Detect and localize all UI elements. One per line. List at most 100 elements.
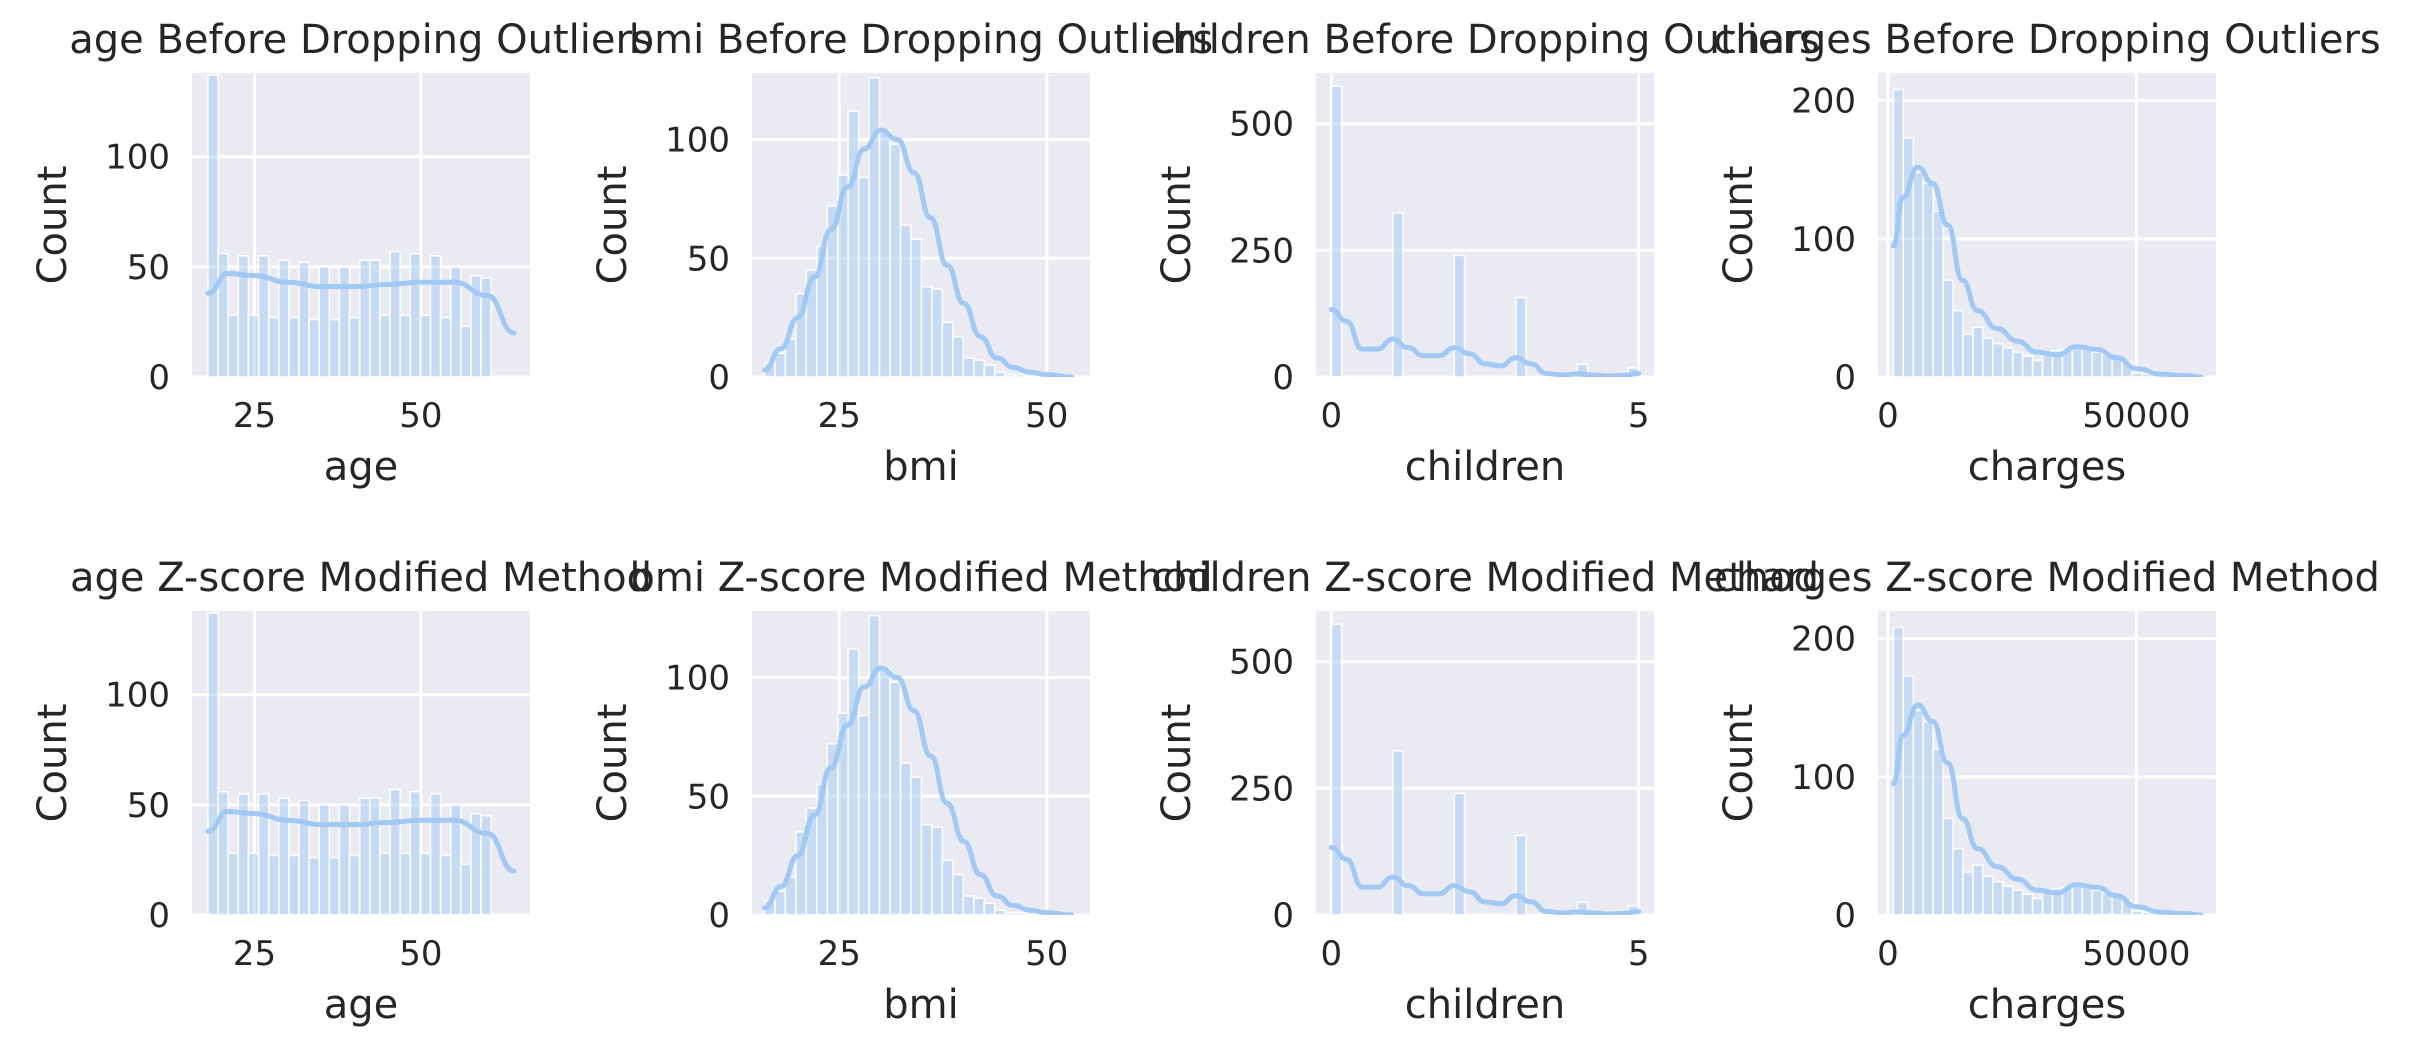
- histogram-bar: [358, 797, 371, 915]
- histogram-bar: [429, 255, 442, 377]
- histogram-bar: [941, 859, 954, 915]
- histogram-bar: [278, 797, 290, 915]
- histogram-bar: [348, 854, 361, 915]
- histogram-bar: [207, 74, 219, 377]
- y-axis-label: Count: [1716, 704, 1762, 823]
- histogram-bar: [298, 799, 310, 915]
- histogram-bar: [358, 259, 371, 377]
- histogram-bar: [409, 790, 422, 915]
- histogram-bar: [399, 852, 411, 915]
- histogram-bar: [2011, 889, 2024, 915]
- histogram-bar: [993, 371, 1006, 377]
- histogram-bar: [1453, 792, 1466, 915]
- histogram-bar: [439, 854, 452, 915]
- histogram-bar: [399, 314, 411, 377]
- y-tick-label: 50: [687, 239, 730, 279]
- histogram-bar: [1922, 182, 1934, 377]
- chart-title: age Before Dropping Outliers: [69, 17, 653, 63]
- histogram-bar: [227, 852, 240, 915]
- y-tick-label: 0: [708, 358, 730, 398]
- subplot-5: 25 50 0 50 100 age Count age Z-score Modified M…: [30, 555, 652, 1028]
- y-tick-label: 200: [1791, 620, 1856, 660]
- histogram-bar: [429, 793, 442, 915]
- chart-title: age Z-score Modified Method: [70, 555, 652, 601]
- x-tick-label: 50: [399, 934, 442, 974]
- bars: [763, 77, 1059, 377]
- y-axis-label: Count: [1154, 166, 1200, 285]
- histogram-bar: [338, 266, 351, 377]
- kde-line: [1328, 845, 1642, 915]
- histogram-bar: [328, 856, 341, 915]
- histogram-bar: [1992, 343, 2004, 377]
- bars: [1330, 623, 1640, 915]
- y-tick-label: 50: [127, 786, 170, 826]
- histogram-bar: [267, 854, 280, 915]
- histogram-bar: [328, 318, 341, 377]
- histogram-bar: [1962, 333, 1974, 377]
- histogram-bar: [288, 316, 300, 377]
- histogram-bar: [2031, 359, 2044, 377]
- histogram-bar: [318, 266, 331, 377]
- x-tick-label: 25: [818, 934, 861, 974]
- x-axis-label: charges: [1968, 982, 2126, 1028]
- bars: [763, 615, 1059, 915]
- histogram-bar: [920, 286, 933, 377]
- histogram-bar: [931, 826, 944, 915]
- histogram-bar: [952, 335, 965, 377]
- histogram-bar: [857, 714, 870, 915]
- histogram-bar: [207, 612, 219, 915]
- histogram-bar: [1576, 901, 1589, 915]
- y-axis-label: Count: [1154, 704, 1200, 823]
- histogram-bar: [1982, 875, 1994, 915]
- chart-title: charges Z-score Modified Method: [1714, 555, 2380, 601]
- bars: [207, 612, 492, 915]
- histogram-bar: [1982, 337, 1994, 377]
- histogram-bar: [1453, 254, 1466, 377]
- y-tick-label: 500: [1229, 105, 1294, 145]
- histogram-bar: [2002, 347, 2014, 377]
- histogram-bar: [952, 873, 965, 915]
- histogram-bar: [889, 681, 902, 915]
- y-tick-label: 50: [127, 248, 170, 288]
- x-axis-label: bmi: [883, 444, 958, 490]
- x-tick-label: 25: [233, 934, 276, 974]
- subplot-3: 0 5 0 250 500 children Count children Before Dr…: [1150, 17, 1820, 490]
- histogram-bar: [308, 318, 320, 377]
- histogram-bar: [1952, 847, 1964, 915]
- histogram-bar: [972, 897, 985, 915]
- histogram-bar: [1912, 171, 1924, 377]
- x-tick-label: 5: [1628, 396, 1650, 436]
- y-axis-label: Count: [590, 166, 636, 285]
- y-tick-label: 0: [1834, 896, 1856, 936]
- chart-title: bmi Z-score Modified Method: [630, 555, 1213, 601]
- histogram-bar: [389, 250, 401, 377]
- histogram-bar: [1576, 363, 1589, 377]
- x-tick-label: 50: [1025, 934, 1068, 974]
- histogram-bar: [338, 804, 351, 915]
- histogram-bar: [308, 856, 320, 915]
- y-tick-label: 0: [148, 358, 170, 398]
- y-tick-label: 250: [1229, 231, 1294, 271]
- histogram-bar: [2131, 910, 2143, 915]
- y-tick-label: 100: [105, 676, 170, 716]
- histogram-bar: [774, 890, 787, 915]
- histogram-bar: [899, 224, 912, 377]
- histogram-bar: [2011, 351, 2024, 377]
- histogram-bar: [419, 852, 432, 915]
- subplot-6: 25 50 0 50 100 bmi Count bmi Z-score Modified M…: [590, 555, 1212, 1028]
- y-tick-label: 0: [1272, 896, 1294, 936]
- subplot-2: 25 50 0 50 100 bmi Count bmi Before Dropping Ou…: [590, 17, 1213, 490]
- histogram-bar: [1004, 911, 1017, 915]
- histogram-bar: [379, 852, 391, 915]
- histogram-bar: [480, 815, 492, 915]
- kde-line: [1890, 702, 2204, 915]
- y-tick-label: 250: [1229, 769, 1294, 809]
- histogram-bar: [2021, 355, 2034, 377]
- histogram-bar: [857, 176, 870, 377]
- y-tick-label: 100: [665, 659, 730, 699]
- histogram-bar: [449, 804, 462, 915]
- kde-line: [1328, 307, 1642, 377]
- y-tick-label: 100: [105, 138, 170, 178]
- histogram-bar: [247, 314, 260, 377]
